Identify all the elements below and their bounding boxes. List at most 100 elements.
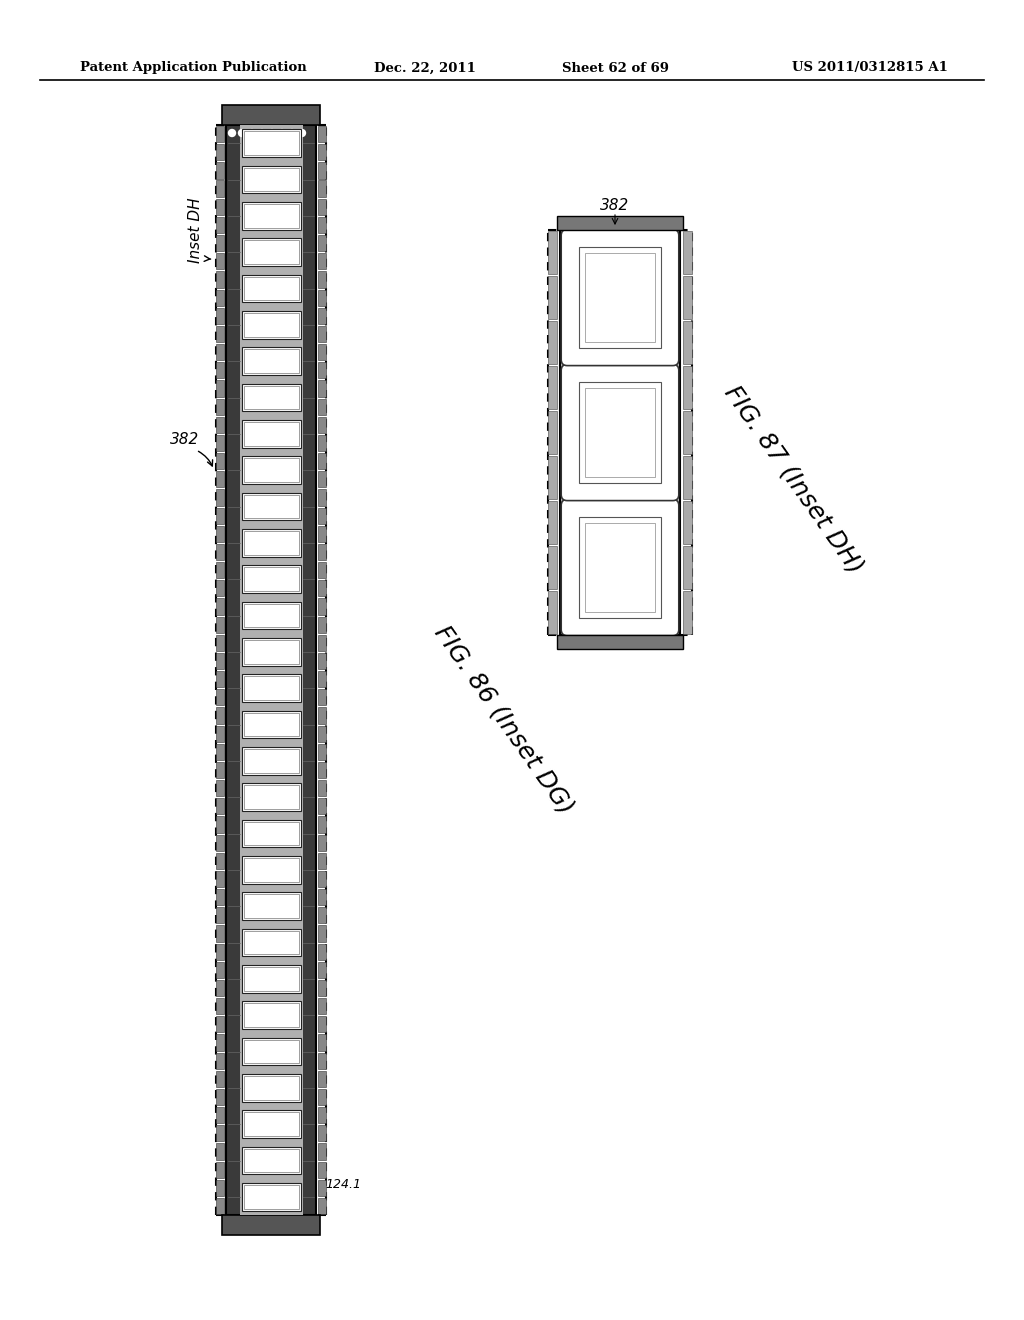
Bar (216, 125, 224, 143)
Bar (318, 689, 326, 705)
Bar (683, 276, 692, 319)
Bar (216, 1180, 224, 1196)
Bar (244, 313, 299, 337)
Circle shape (268, 129, 275, 136)
Bar (318, 1197, 326, 1214)
Bar (242, 929, 300, 956)
Bar (216, 471, 224, 487)
Bar (216, 1162, 224, 1177)
Bar (222, 106, 319, 125)
Bar (318, 507, 326, 524)
Text: US 2011/0312815 A1: US 2011/0312815 A1 (792, 62, 948, 74)
Bar (244, 168, 299, 191)
Bar (242, 202, 300, 230)
Bar (318, 125, 326, 143)
Bar (244, 531, 299, 554)
Bar (318, 1143, 326, 1159)
Bar (242, 1002, 300, 1030)
Bar (318, 1180, 326, 1196)
Bar (216, 399, 224, 414)
Bar (318, 853, 326, 869)
Bar (242, 710, 300, 738)
Text: 382: 382 (170, 433, 200, 447)
FancyBboxPatch shape (561, 499, 679, 636)
Bar (318, 544, 326, 560)
Bar (240, 125, 302, 1214)
Bar (216, 1107, 224, 1123)
Bar (242, 965, 300, 993)
Bar (560, 230, 680, 635)
Circle shape (258, 129, 265, 136)
Circle shape (299, 129, 305, 136)
Bar (216, 653, 224, 669)
Bar (318, 708, 326, 723)
Bar (318, 726, 326, 742)
Bar (318, 326, 326, 342)
Bar (216, 1125, 224, 1142)
Bar (216, 1089, 224, 1105)
Bar (216, 944, 224, 960)
Bar (683, 231, 692, 275)
Bar (557, 635, 683, 649)
Bar (244, 205, 299, 227)
Bar (242, 1038, 300, 1065)
Bar (216, 544, 224, 560)
Circle shape (228, 129, 236, 136)
Bar (244, 385, 299, 409)
Bar (216, 780, 224, 796)
Bar (216, 380, 224, 396)
Text: FIG. 86 (Inset DG): FIG. 86 (Inset DG) (430, 622, 579, 818)
Bar (244, 495, 299, 519)
Bar (318, 925, 326, 941)
Bar (216, 743, 224, 760)
Bar (244, 1040, 299, 1064)
Bar (318, 181, 326, 197)
Bar (244, 640, 299, 664)
Bar (216, 925, 224, 941)
Bar (318, 871, 326, 887)
Bar (244, 858, 299, 882)
Bar (318, 671, 326, 688)
Bar (216, 345, 224, 360)
Bar (244, 458, 299, 482)
Bar (216, 888, 224, 906)
Bar (318, 434, 326, 451)
Text: Patent Application Publication: Patent Application Publication (80, 62, 307, 74)
Bar (216, 962, 224, 978)
Bar (242, 747, 300, 775)
Bar (318, 635, 326, 651)
Bar (318, 525, 326, 541)
Bar (244, 785, 299, 809)
Bar (216, 635, 224, 651)
Bar (318, 979, 326, 997)
Bar (244, 1113, 299, 1137)
Bar (216, 671, 224, 688)
Bar (242, 1074, 300, 1102)
Bar (548, 366, 557, 409)
Bar (216, 834, 224, 850)
Bar (216, 490, 224, 506)
Bar (683, 546, 692, 589)
Bar (318, 199, 326, 215)
Bar (216, 726, 224, 742)
Bar (318, 490, 326, 506)
Bar (683, 321, 692, 364)
Bar (216, 1052, 224, 1069)
Circle shape (249, 129, 256, 136)
Bar (557, 216, 683, 230)
Bar (318, 780, 326, 796)
Bar (244, 821, 299, 845)
Bar (242, 529, 300, 557)
Bar (244, 1148, 299, 1172)
Bar (216, 708, 224, 723)
FancyBboxPatch shape (561, 230, 679, 366)
Bar (216, 181, 224, 197)
Bar (242, 492, 300, 520)
Bar (318, 399, 326, 414)
Bar (216, 871, 224, 887)
Bar (318, 653, 326, 669)
Bar (216, 762, 224, 777)
Bar (318, 743, 326, 760)
Bar (244, 676, 299, 700)
Bar (242, 892, 300, 920)
